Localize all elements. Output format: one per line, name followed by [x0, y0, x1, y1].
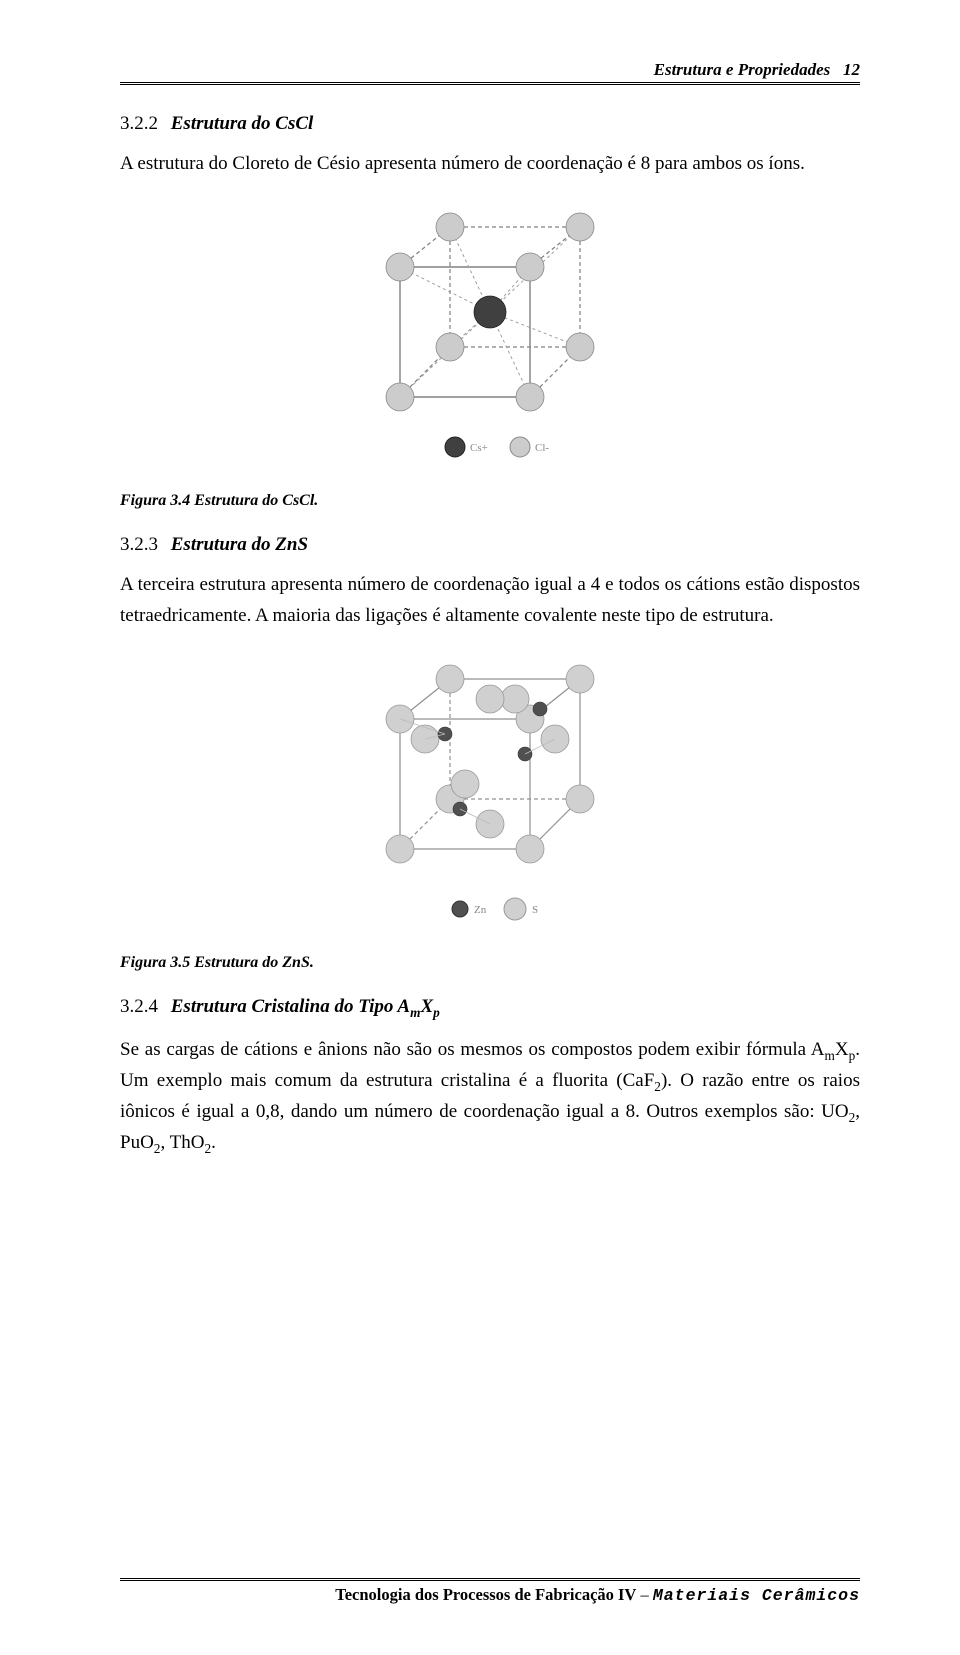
- figure-cscl: Cs+ Cl-: [120, 197, 860, 482]
- footer-course: Tecnologia dos Processos de Fabricação I…: [335, 1585, 636, 1604]
- figure4-caption: Figura 3.4 Estrutura do CsCl.: [120, 492, 860, 510]
- section-number: 3.2.3: [120, 534, 158, 555]
- section-title: Estrutura do CsCl: [171, 113, 314, 134]
- section-number: 3.2.4: [120, 996, 158, 1017]
- footer-subject: Materiais Cerâmicos: [653, 1586, 860, 1605]
- cscl-diagram: Cs+ Cl-: [360, 197, 620, 477]
- paragraph-324: Se as cargas de cátions e ânions não são…: [120, 1035, 860, 1159]
- legend-s: S: [532, 904, 538, 916]
- figure-zns: Zn S: [120, 649, 860, 944]
- running-header: Estrutura e Propriedades 12: [120, 60, 860, 80]
- page-footer: Tecnologia dos Processos de Fabricação I…: [120, 1578, 860, 1605]
- footer-rule-top: [120, 1578, 860, 1579]
- header-rule-bot: [120, 84, 860, 85]
- header-rule-top: [120, 82, 860, 83]
- section-title: Estrutura Cristalina do Tipo AmXp: [171, 996, 440, 1017]
- paragraph-323: A terceira estrutura apresenta número de…: [120, 570, 860, 631]
- footer-rule-bot: [120, 1580, 860, 1581]
- section-heading-324: 3.2.4 Estrutura Cristalina do Tipo AmXp: [120, 996, 860, 1021]
- legend-cation: Cs+: [470, 442, 488, 454]
- legend-zn: Zn: [474, 904, 487, 916]
- paragraph-322: A estrutura do Cloreto de Césio apresent…: [120, 149, 860, 179]
- zns-diagram: Zn S: [360, 649, 620, 939]
- legend-anion: Cl-: [535, 442, 549, 454]
- running-title: Estrutura e Propriedades: [654, 60, 831, 79]
- section-heading-323: 3.2.3 Estrutura do ZnS: [120, 534, 860, 556]
- footer-text: Tecnologia dos Processos de Fabricação I…: [120, 1585, 860, 1605]
- section-heading-322: 3.2.2 Estrutura do CsCl: [120, 113, 860, 135]
- figure5-caption: Figura 3.5 Estrutura do ZnS.: [120, 954, 860, 972]
- section-title: Estrutura do ZnS: [171, 534, 308, 555]
- section-number: 3.2.2: [120, 113, 158, 134]
- page-number: 12: [843, 60, 860, 79]
